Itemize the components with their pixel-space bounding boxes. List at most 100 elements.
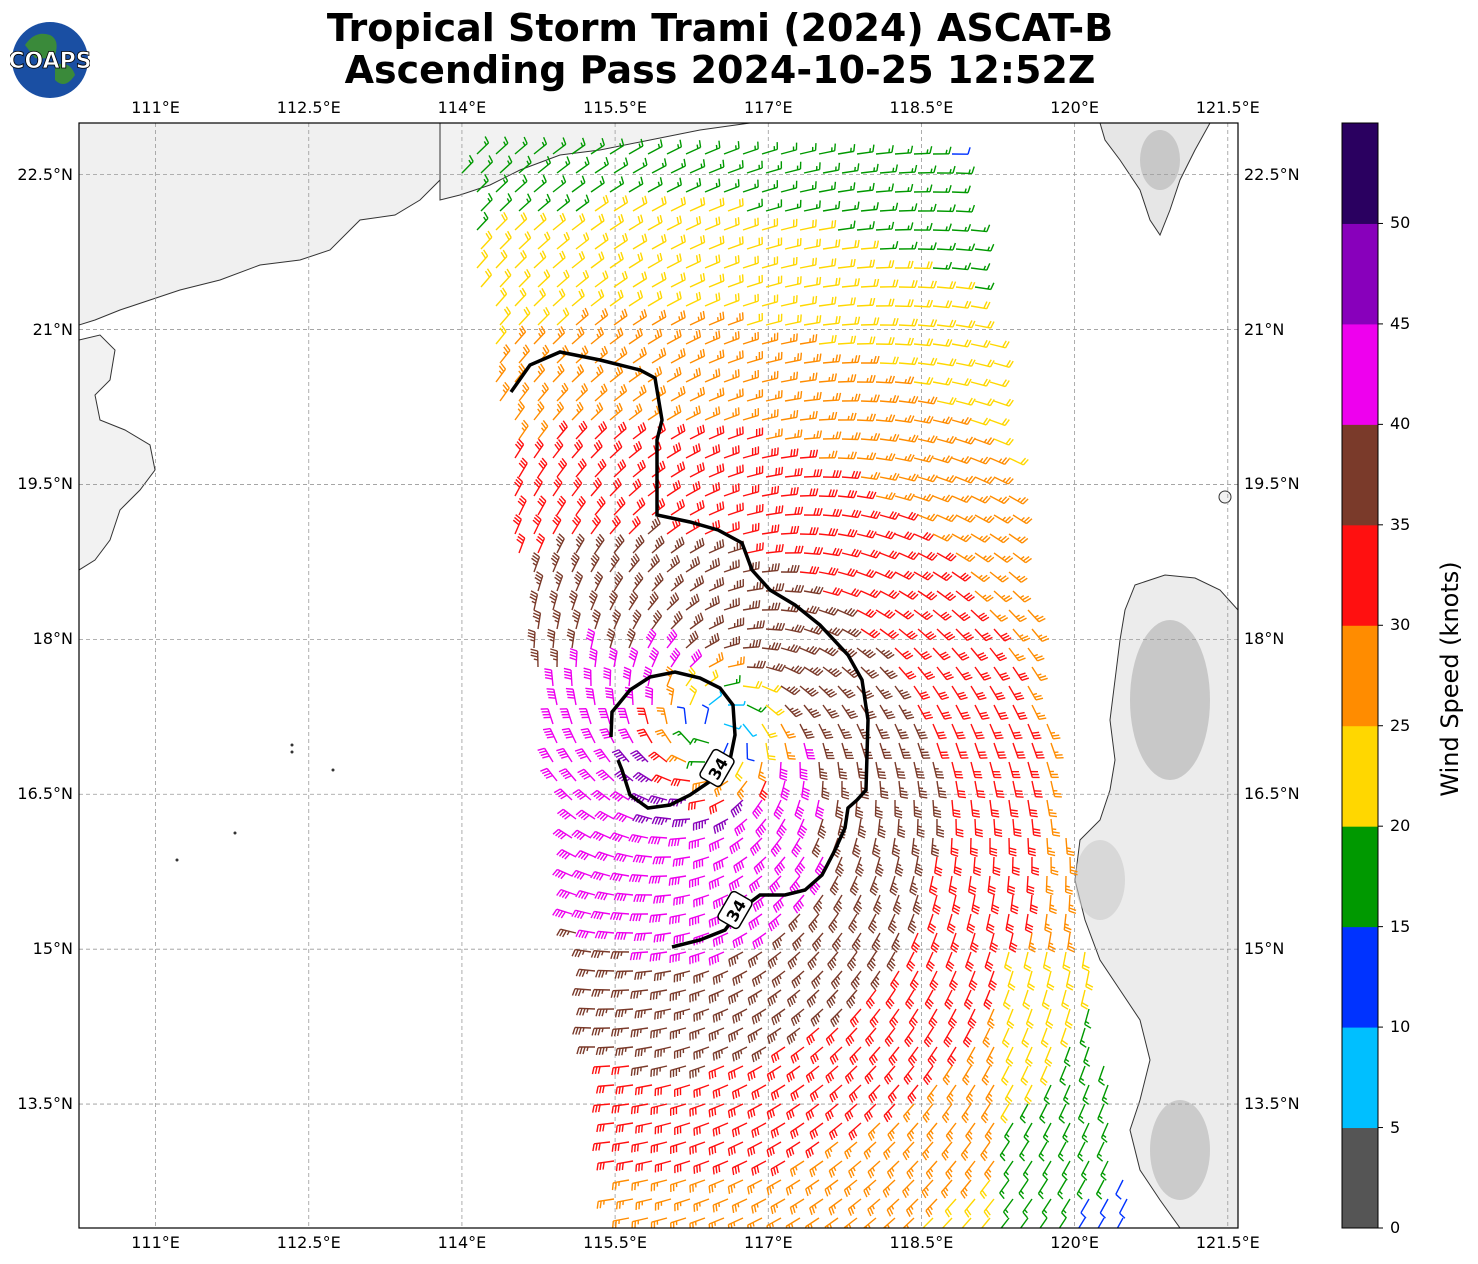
wind-barb — [742, 639, 762, 649]
wind-barb — [609, 552, 620, 573]
wind-barb — [780, 564, 800, 573]
wind-barb — [571, 401, 584, 421]
wind-barb — [799, 143, 817, 155]
wind-barb — [989, 418, 1010, 427]
wind-barb — [575, 232, 590, 250]
wind-barb — [765, 466, 784, 478]
wind-barb — [1027, 799, 1038, 818]
wind-barb — [932, 377, 953, 386]
wind-barb — [670, 461, 686, 478]
wind-barb — [898, 704, 915, 720]
wind-barb — [894, 761, 906, 779]
wind-barb — [822, 508, 843, 518]
wind-barb — [647, 139, 663, 155]
wind-barb — [803, 238, 822, 250]
wind-barb — [784, 390, 803, 402]
wind-barb — [898, 511, 919, 521]
wind-barb — [936, 704, 952, 720]
wind-barb — [951, 685, 968, 701]
wind-barb — [585, 628, 596, 649]
wind-barb — [476, 173, 489, 193]
wind-barb — [898, 551, 919, 561]
wind-barb — [970, 417, 991, 426]
wind-barb — [594, 851, 615, 862]
wind-barb — [632, 271, 648, 288]
wind-barb — [898, 164, 918, 174]
wind-barb — [556, 194, 571, 212]
wind-barb — [989, 609, 1009, 622]
wind-barb — [841, 163, 860, 174]
wind-barb — [590, 402, 604, 421]
wind-barb — [575, 495, 586, 516]
wind-barb — [1046, 837, 1056, 857]
colorbar-tick-label: 25 — [1390, 715, 1411, 735]
wind-barb — [822, 315, 841, 326]
wind-barb — [989, 647, 1007, 662]
colorbar-tick-label: 35 — [1390, 514, 1411, 534]
wind-barb — [818, 219, 837, 231]
wind-barb — [708, 652, 724, 668]
wind-barb — [837, 489, 858, 499]
wind-barb — [761, 332, 779, 345]
wind-barb — [856, 608, 877, 619]
wind-barb — [841, 432, 861, 441]
wind-barb — [613, 270, 628, 288]
wind-barb — [780, 218, 798, 231]
wind-barb — [993, 514, 1014, 524]
wind-barb — [588, 647, 598, 668]
wind-barb — [932, 609, 952, 621]
wind-barb — [932, 223, 952, 232]
wind-barb — [609, 515, 621, 535]
wind-barb — [636, 728, 653, 744]
wind-barb — [879, 666, 898, 680]
wind-barb — [606, 628, 616, 649]
wind-barb — [784, 624, 805, 634]
wind-barb — [574, 748, 592, 763]
lon-tick-bottom: 114°E — [437, 1233, 487, 1252]
land-china-east — [439, 123, 751, 201]
lat-tick-left: 16.5°N — [17, 784, 73, 804]
wind-barb — [761, 485, 780, 497]
wind-barb — [970, 533, 991, 543]
wind-barb — [552, 326, 566, 345]
wind-barb — [689, 273, 706, 288]
wind-barb — [898, 473, 919, 482]
wind-barb — [727, 312, 744, 326]
wind-barb — [588, 590, 598, 611]
wind-barb — [656, 707, 668, 725]
colorbar-segment — [1342, 524, 1378, 626]
wind-barb — [712, 856, 729, 872]
wind-barb — [799, 761, 808, 781]
wind-barb — [875, 685, 893, 700]
wind-barb — [894, 799, 903, 819]
wind-barb — [518, 268, 531, 288]
wind-barb — [651, 572, 664, 592]
wind-barb — [817, 818, 827, 839]
wind-barb — [647, 214, 663, 231]
wind-barb — [542, 727, 558, 744]
wind-barb — [894, 723, 909, 740]
wind-barb — [651, 271, 667, 288]
wind-barb — [689, 737, 710, 746]
wind-barb — [1012, 704, 1028, 721]
wind-barb — [970, 685, 987, 701]
wind-barb — [704, 292, 721, 307]
wind-barb — [780, 486, 799, 497]
lat-tick-left: 18°N — [32, 629, 73, 649]
wind-barb — [818, 489, 838, 498]
wind-barb — [784, 545, 804, 554]
wind-barb — [917, 165, 937, 174]
wind-barb — [799, 295, 818, 307]
wind-barb — [575, 269, 590, 288]
wind-barb — [590, 251, 605, 269]
wind-barb — [894, 531, 915, 541]
wind-barb — [894, 145, 914, 155]
wind-barb — [670, 573, 685, 592]
wind-barb — [746, 620, 765, 630]
wind-barb — [613, 534, 625, 554]
wind-barb — [803, 585, 824, 595]
wind-barb — [666, 215, 682, 231]
wind-barb — [689, 348, 706, 364]
wind-barb — [860, 589, 881, 599]
